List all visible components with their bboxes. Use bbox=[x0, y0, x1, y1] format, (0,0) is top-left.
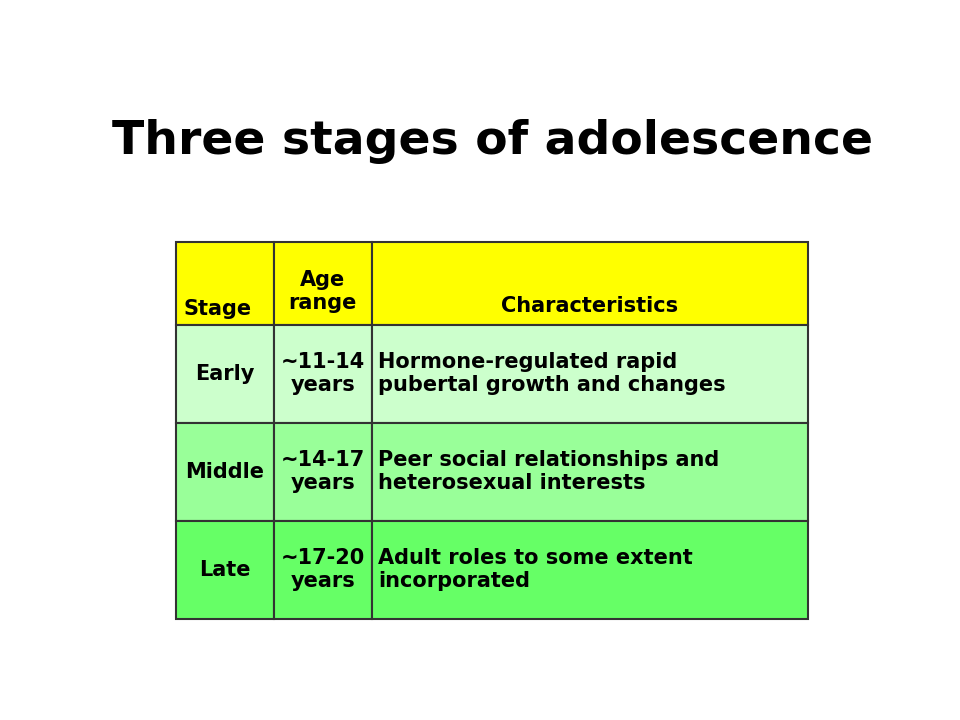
Text: Hormone-regulated rapid
pubertal growth and changes: Hormone-regulated rapid pubertal growth … bbox=[378, 352, 726, 395]
Bar bbox=[274, 423, 372, 521]
Bar bbox=[176, 423, 274, 521]
Text: Middle: Middle bbox=[185, 462, 264, 482]
Text: Stage: Stage bbox=[183, 299, 252, 319]
Text: Three stages of adolescence: Three stages of adolescence bbox=[111, 120, 873, 164]
Bar bbox=[274, 242, 372, 325]
Bar bbox=[274, 325, 372, 423]
Bar bbox=[176, 325, 274, 423]
Bar bbox=[372, 521, 808, 618]
Text: Early: Early bbox=[195, 364, 254, 384]
Text: Adult roles to some extent
incorporated: Adult roles to some extent incorporated bbox=[378, 548, 692, 591]
Bar bbox=[176, 242, 274, 325]
Bar bbox=[274, 521, 372, 618]
Text: Late: Late bbox=[199, 559, 251, 580]
Bar bbox=[372, 423, 808, 521]
Text: Peer social relationships and
heterosexual interests: Peer social relationships and heterosexu… bbox=[378, 450, 719, 493]
Text: ~17-20
years: ~17-20 years bbox=[280, 548, 365, 591]
Bar bbox=[372, 325, 808, 423]
Text: Characteristics: Characteristics bbox=[501, 296, 679, 316]
Text: ~14-17
years: ~14-17 years bbox=[280, 450, 365, 493]
Bar bbox=[372, 242, 808, 325]
Bar bbox=[176, 521, 274, 618]
Text: Age
range: Age range bbox=[289, 270, 357, 313]
Text: ~11-14
years: ~11-14 years bbox=[280, 352, 365, 395]
